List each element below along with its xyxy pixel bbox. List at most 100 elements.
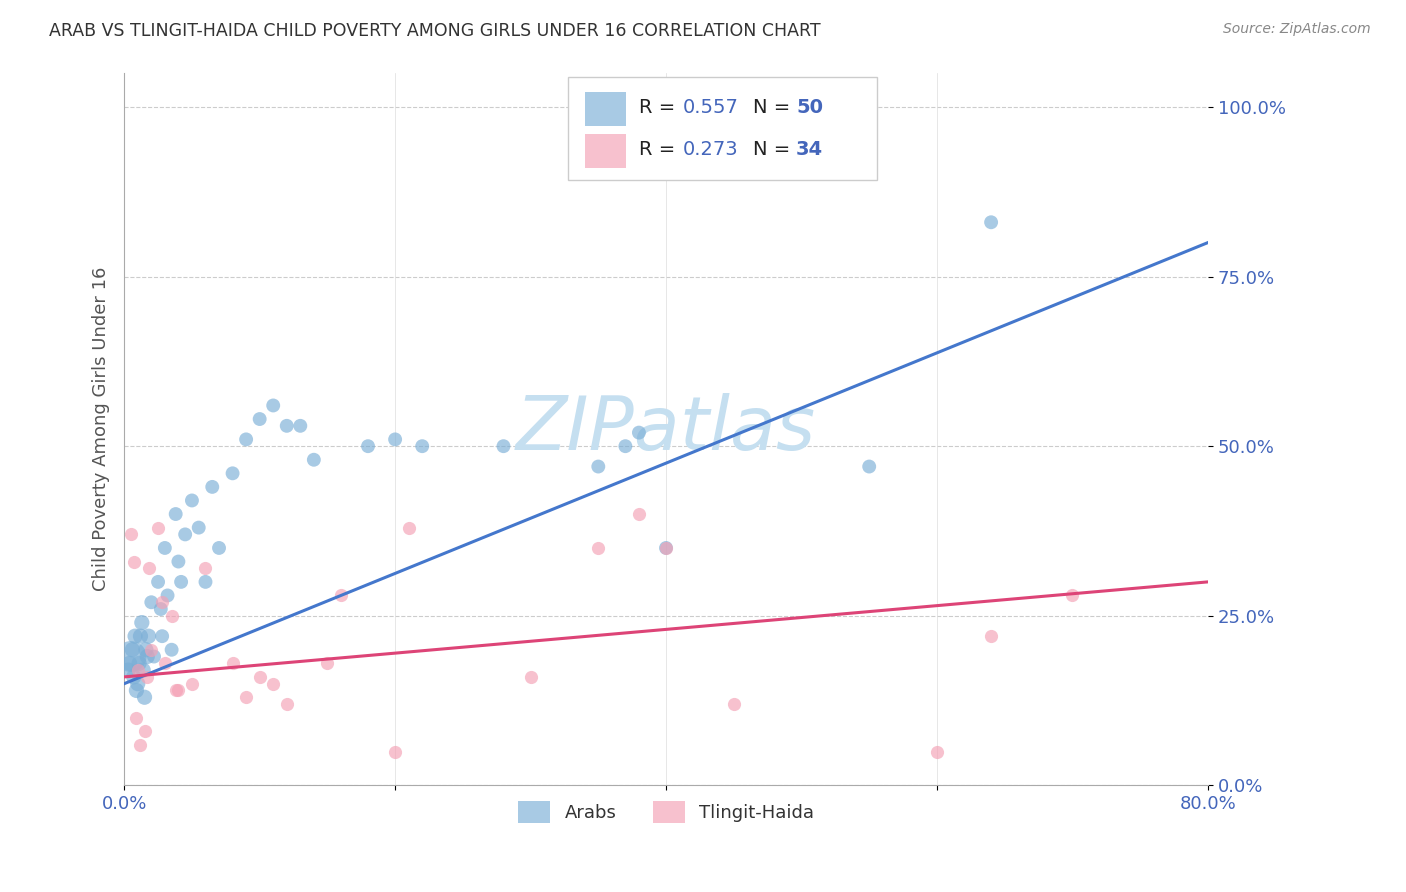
Point (181, 676, 204, 690)
Point (194, 561, 217, 575)
Point (290, 418, 312, 433)
Point (1062, 589, 1084, 603)
Point (519, 670, 541, 684)
Point (627, 507, 650, 521)
Point (153, 541, 176, 555)
Text: ARAB VS TLINGIT-HAIDA CHILD POVERTY AMONG GIRLS UNDER 16 CORRELATION CHART: ARAB VS TLINGIT-HAIDA CHILD POVERTY AMON… (49, 22, 821, 40)
Point (125, 683, 148, 698)
Point (302, 452, 325, 467)
Point (398, 520, 420, 534)
Text: 50: 50 (796, 98, 823, 118)
FancyBboxPatch shape (585, 134, 626, 168)
Point (131, 615, 153, 630)
Point (141, 642, 163, 657)
Point (384, 433, 406, 447)
Point (167, 683, 190, 698)
Point (980, 215, 1002, 229)
Point (221, 467, 243, 481)
Text: Source: ZipAtlas.com: Source: ZipAtlas.com (1223, 22, 1371, 37)
Point (235, 690, 257, 705)
Point (138, 629, 160, 643)
Point (411, 439, 433, 453)
Point (121, 642, 143, 657)
Point (249, 412, 271, 426)
Point (160, 608, 183, 623)
Point (153, 657, 176, 671)
Point (925, 745, 948, 759)
Text: R =: R = (638, 98, 682, 118)
Text: 0.273: 0.273 (682, 140, 738, 159)
Point (127, 676, 149, 690)
Point (120, 527, 142, 541)
Point (723, 697, 745, 711)
Point (117, 663, 139, 677)
Point (160, 642, 183, 657)
Point (136, 649, 159, 664)
Point (276, 697, 298, 711)
Point (208, 541, 231, 555)
Point (187, 520, 209, 534)
Point (146, 574, 169, 589)
Point (262, 676, 284, 690)
Point (235, 433, 257, 447)
Point (150, 595, 173, 609)
Y-axis label: Child Poverty Among Girls Under 16: Child Poverty Among Girls Under 16 (93, 267, 110, 591)
Point (194, 574, 217, 589)
Point (134, 724, 156, 739)
Point (132, 663, 155, 677)
Point (122, 670, 145, 684)
Point (858, 459, 880, 474)
Point (165, 683, 187, 698)
Text: 34: 34 (796, 140, 823, 159)
Point (138, 561, 160, 575)
Point (384, 745, 406, 759)
Point (170, 574, 193, 589)
Point (627, 425, 650, 440)
Point (125, 710, 148, 724)
Point (588, 541, 610, 555)
Text: 0.557: 0.557 (682, 98, 738, 118)
Point (124, 629, 146, 643)
Point (357, 439, 380, 453)
Point (146, 520, 169, 534)
Point (492, 439, 515, 453)
Point (143, 649, 166, 664)
Point (141, 595, 163, 609)
Point (276, 418, 298, 433)
Point (135, 642, 157, 657)
Legend: Arabs, Tlingit-Haida: Arabs, Tlingit-Haida (510, 793, 821, 830)
Point (120, 649, 142, 664)
Point (129, 738, 152, 752)
Point (127, 663, 149, 677)
Point (329, 589, 352, 603)
Point (588, 459, 610, 474)
Point (129, 629, 152, 643)
Point (174, 527, 197, 541)
Point (655, 541, 678, 555)
Point (614, 439, 637, 453)
Point (262, 399, 284, 413)
Point (134, 690, 156, 705)
Text: N =: N = (752, 140, 796, 159)
Text: ZIPatlas: ZIPatlas (516, 393, 815, 466)
Point (136, 670, 159, 684)
Point (980, 629, 1002, 643)
Point (655, 541, 678, 555)
Point (165, 507, 187, 521)
FancyBboxPatch shape (585, 92, 626, 127)
Point (167, 555, 190, 569)
Point (221, 657, 243, 671)
FancyBboxPatch shape (568, 77, 877, 180)
Point (128, 657, 150, 671)
Point (149, 602, 172, 616)
Point (118, 657, 141, 671)
Point (122, 555, 145, 569)
Point (156, 589, 179, 603)
Text: R =: R = (638, 140, 682, 159)
Point (181, 493, 204, 508)
Text: N =: N = (752, 98, 796, 118)
Point (316, 657, 339, 671)
Point (150, 629, 173, 643)
Point (201, 480, 224, 494)
Point (249, 670, 271, 684)
